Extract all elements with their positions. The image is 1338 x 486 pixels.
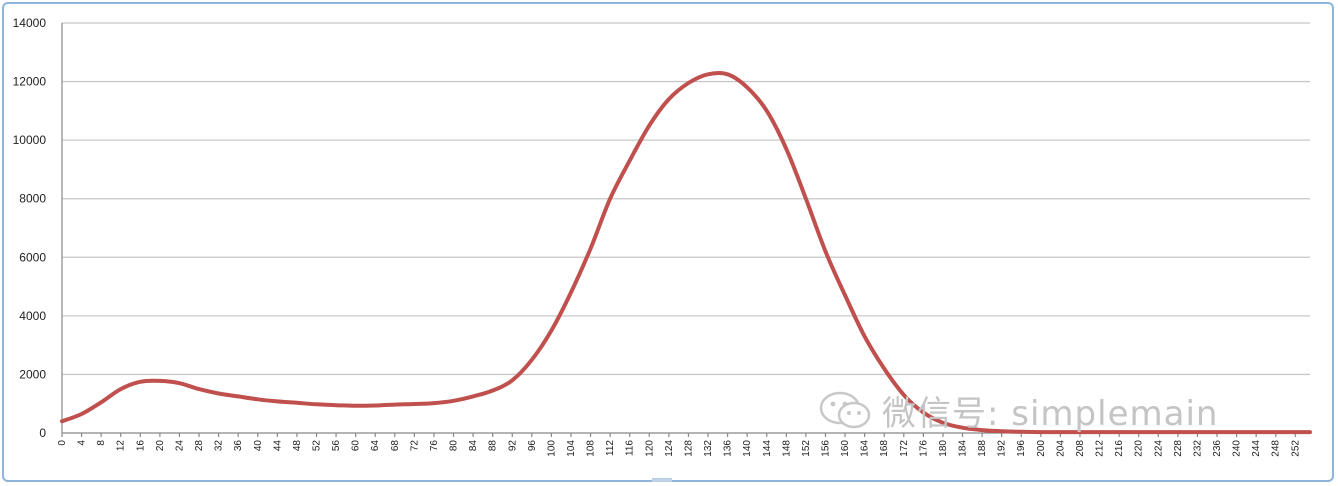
x-tick-label: 32 <box>214 440 225 452</box>
x-tick-label: 176 <box>918 440 929 457</box>
y-tick-label: 2000 <box>19 367 46 381</box>
y-tick-label: 4000 <box>19 309 46 323</box>
x-tick-label: 212 <box>1095 440 1106 457</box>
x-tick-label: 184 <box>958 440 969 457</box>
x-tick-label: 208 <box>1075 440 1086 457</box>
gridlines <box>62 22 1310 376</box>
x-tick-label: 236 <box>1212 440 1223 457</box>
x-tick-label: 196 <box>1016 440 1027 457</box>
x-tick-label: 48 <box>292 440 303 452</box>
y-tick-label: 14000 <box>13 16 47 30</box>
x-tick-label: 244 <box>1251 440 1262 457</box>
watermark: 微信号: simplemain <box>818 386 1218 434</box>
x-tick-label: 188 <box>977 440 988 457</box>
x-tick-label: 88 <box>488 440 499 452</box>
x-tick-label: 160 <box>840 440 851 457</box>
x-tick-label: 228 <box>1173 440 1184 457</box>
series-layer <box>60 70 1312 435</box>
x-tick-label: 12 <box>116 440 127 452</box>
y-tick-label: 8000 <box>19 192 46 206</box>
series-line-0 <box>60 70 1312 435</box>
x-tick-label: 68 <box>390 440 401 452</box>
x-tick-label: 60 <box>351 440 362 452</box>
x-tick-label: 140 <box>742 440 753 457</box>
x-tick-label: 100 <box>546 440 557 457</box>
y-tick-labels: 0 2000 4000 6000 8000 10000 12000 14000 <box>13 16 47 440</box>
x-tick-label: 232 <box>1192 440 1203 457</box>
y-tick-label: 0 <box>39 426 46 440</box>
x-tick-label: 16 <box>135 440 146 452</box>
x-tick-label: 156 <box>820 440 831 457</box>
x-tick-label: 8 <box>96 440 107 446</box>
x-tick-label: 24 <box>174 440 185 452</box>
x-tick-label: 56 <box>331 440 342 452</box>
x-tick-labels: 0 4 8 12 16 20 24 28 32 36 40 44 48 52 56 60 64 68 72 76 80 8… <box>57 440 1301 457</box>
x-tick-label: 124 <box>664 440 675 457</box>
x-tick-label: 108 <box>586 440 597 457</box>
x-tick-label: 224 <box>1153 440 1164 457</box>
x-tick-label: 20 <box>155 440 166 452</box>
x-tick-label: 152 <box>801 440 812 457</box>
x-tick-label: 204 <box>1055 440 1066 457</box>
x-tick-label: 220 <box>1134 440 1145 457</box>
x-tick-label: 0 <box>57 440 68 446</box>
x-tick-label: 28 <box>194 440 205 452</box>
x-tick-label: 80 <box>449 440 460 452</box>
x-tick-label: 76 <box>429 440 440 452</box>
y-tick-label: 6000 <box>19 250 46 264</box>
x-tick-label: 144 <box>762 440 773 457</box>
x-tick-label: 132 <box>703 440 714 457</box>
x-tick-label: 148 <box>781 440 792 457</box>
x-tick-label: 96 <box>527 440 538 452</box>
watermark-text: 微信号: simplemain <box>882 393 1219 434</box>
x-tick-label: 44 <box>272 440 283 452</box>
y-tick-label: 12000 <box>13 75 47 89</box>
x-tick-label: 64 <box>370 440 381 452</box>
x-tick-label: 116 <box>625 440 636 456</box>
x-tick-label: 200 <box>1036 440 1047 457</box>
x-tick-label: 168 <box>879 440 890 457</box>
resize-handle[interactable] <box>652 478 672 482</box>
x-tick-label: 128 <box>683 440 694 457</box>
x-tick-label: 112 <box>605 440 616 456</box>
x-tick-label: 136 <box>723 440 734 457</box>
x-tick-label: 40 <box>253 440 264 452</box>
x-tick-label: 92 <box>507 440 518 452</box>
x-tick-label: 72 <box>409 440 420 452</box>
wechat-icon <box>819 391 871 429</box>
x-tick-label: 172 <box>899 440 910 457</box>
x-tick-label: 252 <box>1290 440 1301 457</box>
x-tick-label: 216 <box>1114 440 1125 457</box>
x-tick-label: 104 <box>566 440 577 457</box>
x-tick-label: 84 <box>468 440 479 452</box>
x-tick-label: 4 <box>77 440 88 446</box>
y-tick-label: 10000 <box>13 133 47 147</box>
x-tick-label: 192 <box>997 440 1008 457</box>
x-tick-label: 180 <box>938 440 949 457</box>
x-tick-label: 120 <box>644 440 655 457</box>
x-tick-label: 36 <box>233 440 244 452</box>
x-tick-label: 164 <box>860 440 871 457</box>
x-tick-label: 52 <box>311 440 322 452</box>
x-tick-label: 240 <box>1232 440 1243 457</box>
x-tick-label: 248 <box>1271 440 1282 457</box>
